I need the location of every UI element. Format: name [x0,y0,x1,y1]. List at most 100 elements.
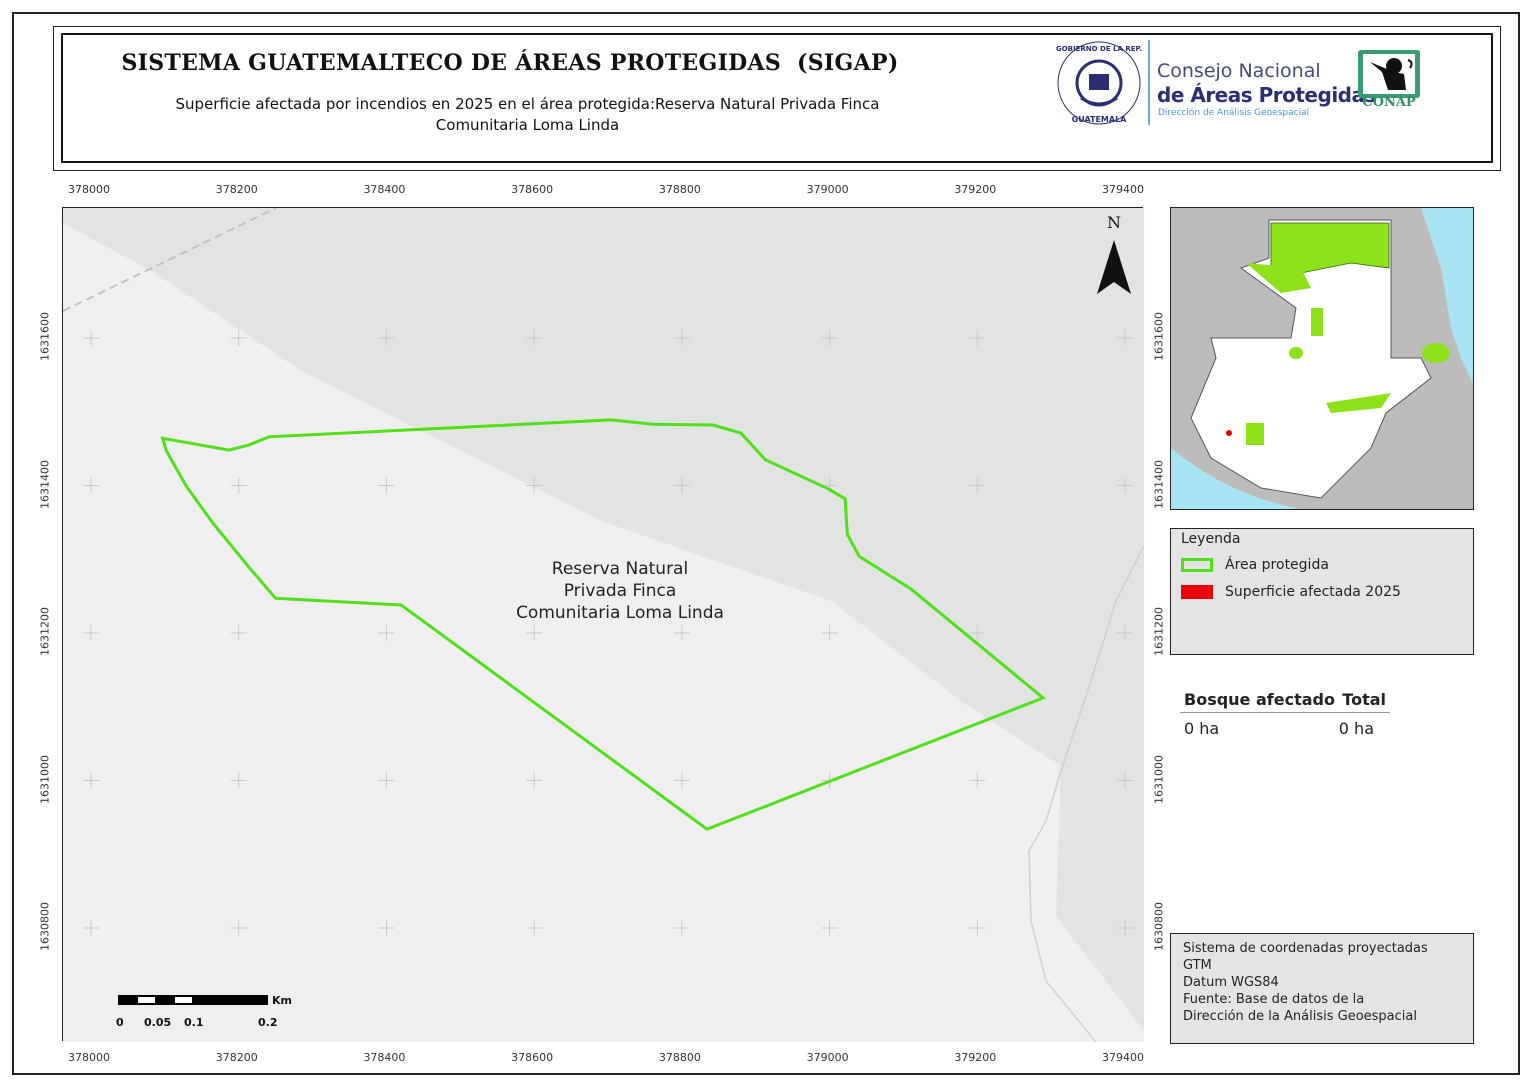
protected-area-inset [1326,393,1391,413]
grid-cross [526,330,543,346]
easting-tick-label: 378600 [511,183,554,196]
northing-tick-label: 1631000 [1152,754,1166,804]
legend-item: Superficie afectada 2025 [1181,584,1401,600]
grid-cross [526,625,543,641]
location-marker [1226,430,1232,436]
map-subtitle: Superficie afectada por incendios en 202… [175,95,880,134]
grid-cross [378,772,395,789]
protected-area-inset [1311,308,1323,336]
northing-tick-label: 1631600 [38,312,52,361]
grid-cross [230,772,247,789]
grid-cross [83,625,99,641]
grid-cross [1117,920,1134,936]
northing-tick-label: 1631200 [38,607,52,656]
grid-cross [673,920,690,936]
easting-tick-label: 378600 [511,1051,554,1064]
legend-swatch-outline [1181,558,1213,572]
header-cell: Bosque afectado [1184,690,1335,709]
outer-frame [12,12,1520,1075]
legend: Leyenda Área protegida Superficie afecta… [1170,528,1474,655]
map-title: SISTEMA GUATEMALTECO DE ÁREAS PROTEGIDAS… [121,50,899,76]
grid-cross [821,625,838,641]
note-line: Dirección de la Análisis Geoespacial [1183,1009,1417,1024]
grid-cross [969,330,986,346]
protected-area-inset [1289,347,1303,359]
grid-cross [526,477,543,494]
scale-label: 0.1 [184,1016,204,1029]
northing-tick-label: 1630800 [1152,902,1166,951]
grid-cross [969,920,986,936]
grid-cross [1117,772,1134,789]
map-notes: Sistema de coordenadas proyectadas GTM D… [1170,933,1474,1044]
map-canvas [62,207,1230,1043]
easting-tick-label: 378800 [658,183,701,196]
easting-tick-label: 378000 [68,1051,110,1064]
header-inner-frame [61,33,1493,163]
conap-label: CONAP [1362,95,1416,110]
note-line: Fuente: Base de datos de la [1183,992,1365,1007]
note-line: GTM [1183,958,1212,973]
scale-label: 0.05 [144,1016,172,1029]
legend-label: Superficie afectada 2025 [1225,584,1401,600]
org-department: Dirección de Análisis Geoespacial [1158,108,1310,118]
table-row: 0 ha 0 ha [1180,713,1378,738]
table-header: Bosque afectado Total [1180,690,1390,713]
easting-tick-label: 378200 [215,1051,258,1064]
easting-tick-label: 379400 [1102,183,1145,196]
road-line [1028,545,1145,1043]
easting-tick-label: 379200 [954,183,997,196]
stats-table: Bosque afectado Total 0 ha 0 ha [1180,690,1390,738]
header-cell: Total [1342,690,1386,709]
grid-cross [83,772,99,789]
grid-cross [1117,330,1134,346]
grid-cross [378,330,395,346]
header-frame [53,26,1501,171]
table-cell: 0 ha [1338,719,1374,738]
grid-cross [83,477,99,494]
protected-area-inset [1246,263,1311,293]
easting-tick-label: 379400 [1102,1051,1145,1064]
grid-cross [230,920,247,936]
main-map[interactable] [62,207,1230,1043]
northing-tick-label: 1631600 [1152,312,1166,361]
grid-cross [969,477,986,494]
protected-area-outline[interactable] [160,418,1047,831]
logo-divider [1148,40,1150,125]
legend-item: Área protegida [1181,557,1329,573]
easting-tick-label: 378200 [215,183,258,196]
easting-tick-label: 379000 [806,1051,849,1064]
conap-monkey-logo [1358,50,1420,98]
svg-text:GOBIERNO DE LA REP.: GOBIERNO DE LA REP. [1056,45,1142,53]
scale-label: 0 [116,1016,124,1029]
grid-cross [673,477,690,494]
grid-cross [969,625,986,641]
grid-cross [378,920,395,936]
sea-pacific [1171,448,1301,509]
scale-label: 0.2 [258,1016,278,1029]
easting-tick-label: 379000 [806,183,849,196]
easting-tick-label: 378800 [658,1051,701,1064]
sea-caribbean [1421,208,1473,384]
northing-tick-label: 1631200 [1152,607,1166,656]
grid-cross [378,625,395,641]
boundary-line [62,207,277,312]
table-cell: 0 ha [1184,719,1220,738]
northing-tick-label: 1630800 [38,902,52,951]
protected-area-inset [1246,423,1264,445]
grid-cross [821,920,838,936]
grid-cross [1117,477,1134,494]
easting-tick-label: 379200 [954,1051,997,1064]
grid-cross [673,330,690,346]
northing-tick-label: 1631400 [38,459,52,509]
easting-tick-label: 378400 [363,1051,406,1064]
grid-cross [673,772,690,789]
easting-tick-label: 378400 [363,183,406,196]
note-line: Datum WGS84 [1183,975,1279,990]
grid-cross [83,330,99,346]
grid-cross [821,330,838,346]
north-label: N [1107,213,1121,232]
grid-cross [230,477,247,494]
protected-area-inset [1422,343,1450,363]
grid-cross [969,772,986,789]
